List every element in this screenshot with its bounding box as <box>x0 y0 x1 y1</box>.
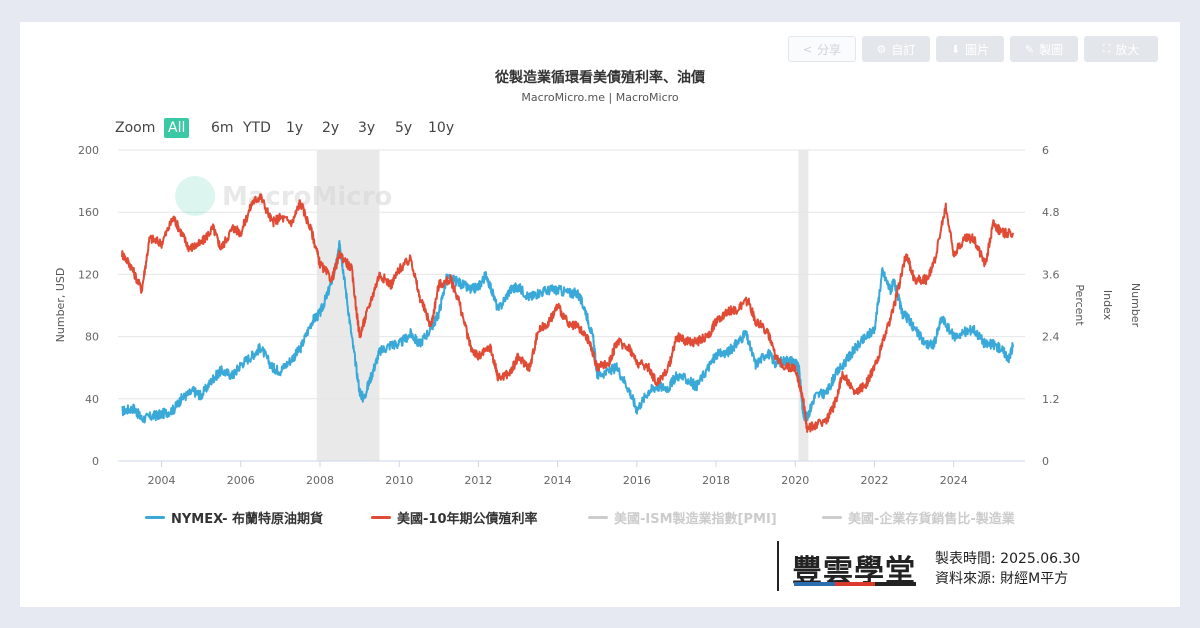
left-axis-label: Number, USD <box>54 268 67 343</box>
right-tick-label: 0 <box>1042 455 1049 468</box>
legend-label-pmi: 美國-ISM製造業指數[PMI] <box>614 512 777 527</box>
legend-item-ratio[interactable]: 美國-企業存貨銷售比-製造業 <box>822 508 1015 527</box>
left-tick-label: 0 <box>92 455 99 468</box>
zoom-option-all[interactable]: All <box>164 118 190 138</box>
legend-label-ratio: 美國-企業存貨銷售比-製造業 <box>848 512 1015 527</box>
x-tick-label: 2016 <box>623 474 651 487</box>
image-label: 圖片 <box>965 42 990 57</box>
enlarge-label: 放大 <box>1115 42 1140 57</box>
series-line-yield <box>121 193 1015 433</box>
x-tick-label: 2024 <box>940 474 968 487</box>
chart-title: 從製造業循環看美債殖利率、油價 <box>495 70 705 86</box>
watermark-text: MacroMicro <box>222 182 392 212</box>
right-tick-label: 1.2 <box>1042 393 1060 406</box>
pencil-icon: ✎ <box>1024 42 1035 56</box>
custom-button[interactable]: ⚙ 自訂 <box>862 36 930 62</box>
watermark-logo-icon <box>175 176 215 216</box>
zoom-option-3y[interactable]: 3y <box>358 120 376 136</box>
zoom-option-5y[interactable]: 5y <box>395 120 413 136</box>
x-tick-label: 2020 <box>781 474 809 487</box>
gear-icon: ⚙ <box>876 42 887 56</box>
zoom-option-6m[interactable]: 6m <box>211 120 234 136</box>
download-icon: ⬇ <box>950 42 961 56</box>
right-tick-label: 4.8 <box>1042 206 1060 219</box>
draw-label: 製圖 <box>1039 42 1064 57</box>
legend-item-oil[interactable]: NYMEX- 布蘭特原油期貨 <box>145 508 323 527</box>
date-label: 製表時間: <box>935 551 996 567</box>
x-tick-label: 2018 <box>702 474 730 487</box>
series-line-oil <box>121 240 1015 424</box>
zoom-option-ytd[interactable]: YTD <box>243 120 271 136</box>
zoom-option-10y[interactable]: 10y <box>428 120 455 136</box>
x-tick-label: 2014 <box>544 474 572 487</box>
custom-label: 自訂 <box>891 42 916 57</box>
left-tick-label: 120 <box>78 268 99 281</box>
enlarge-button[interactable]: ⛶ 放大 <box>1084 36 1158 62</box>
image-button[interactable]: ⬇ 圖片 <box>936 36 1004 62</box>
right-axis-label-number: Number <box>1129 283 1142 328</box>
legend-swatch-pmi <box>588 516 608 519</box>
legend-swatch-oil <box>145 516 165 519</box>
right-axis-labels: Percent Index Number <box>1073 283 1142 328</box>
legend-label-yield: 美國-10年期公債殖利率 <box>397 512 538 527</box>
chart-card <box>20 22 1180 607</box>
recession-band-2 <box>798 150 809 461</box>
source-row: 資料來源: 財經M平方 <box>935 568 1068 588</box>
left-tick-label: 200 <box>78 144 99 157</box>
right-tick-label: 2.4 <box>1042 331 1060 344</box>
date-row: 製表時間: 2025.06.30 <box>935 548 1080 568</box>
legend-item-yield[interactable]: 美國-10年期公債殖利率 <box>371 508 538 527</box>
left-tick-label: 160 <box>78 206 99 219</box>
legend-label-oil: NYMEX- 布蘭特原油期貨 <box>171 512 323 527</box>
x-tick-label: 2006 <box>227 474 255 487</box>
x-tick-label: 2012 <box>464 474 492 487</box>
x-tick-label: 2004 <box>148 474 176 487</box>
brand-divider <box>777 541 779 591</box>
source-value: 財經M平方 <box>1000 571 1069 587</box>
legend-swatch-yield <box>371 516 391 519</box>
date-value: 2025.06.30 <box>1000 551 1081 567</box>
brand-underline <box>794 582 917 586</box>
legend-swatch-ratio <box>822 516 842 519</box>
right-tick-label: 6 <box>1042 144 1049 157</box>
zoom-option-2y[interactable]: 2y <box>322 120 340 136</box>
x-tick-label: 2008 <box>306 474 334 487</box>
share-icon: < <box>802 42 813 56</box>
legend-item-pmi[interactable]: 美國-ISM製造業指數[PMI] <box>588 508 777 527</box>
right-axis-label-percent: Percent <box>1073 284 1086 326</box>
x-tick-label: 2010 <box>385 474 413 487</box>
right-axis-label-index: Index <box>1101 290 1114 321</box>
chart-subtitle: MacroMicro.me | MacroMicro <box>521 91 679 104</box>
x-tick-label: 2022 <box>860 474 888 487</box>
left-tick-label: 80 <box>85 331 99 344</box>
share-button[interactable]: < 分享 <box>788 36 856 62</box>
right-tick-label: 3.6 <box>1042 268 1060 281</box>
source-label: 資料來源: <box>935 571 996 587</box>
watermark: MacroMicro <box>175 176 392 216</box>
expand-icon: ⛶ <box>1102 42 1111 55</box>
share-label: 分享 <box>817 42 842 57</box>
draw-button[interactable]: ✎ 製圖 <box>1010 36 1078 62</box>
left-tick-label: 40 <box>85 393 99 406</box>
zoom-option-1y[interactable]: 1y <box>286 120 304 136</box>
zoom-label: Zoom <box>115 120 156 136</box>
